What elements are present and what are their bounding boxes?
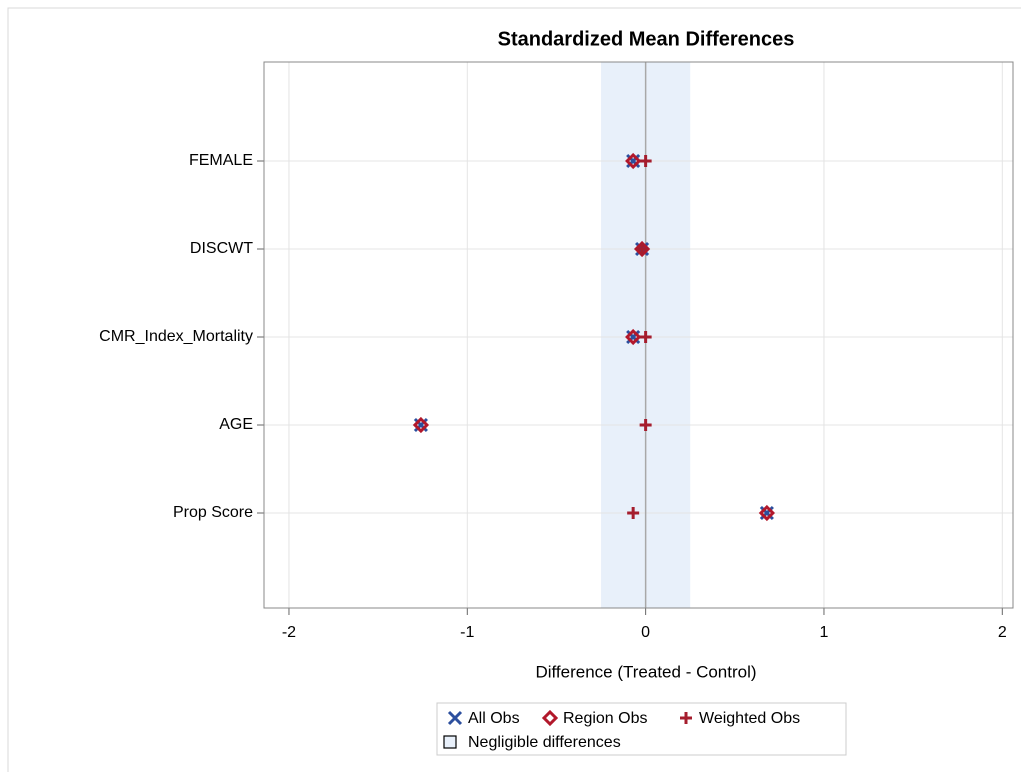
y-tick-label: FEMALE (189, 152, 253, 169)
marker-plus (639, 155, 652, 167)
marker-diamond (541, 709, 559, 727)
legend-box (436, 702, 847, 756)
marker-plus (627, 507, 640, 519)
marker-diamond (625, 328, 642, 346)
legend-label: Weighted Obs (699, 710, 800, 727)
chart-title: Standardized Mean Differences (498, 28, 795, 50)
legend-swatch (443, 735, 457, 749)
y-tick-label: CMR_Index_Mortality (99, 328, 253, 345)
marker-plus (636, 243, 649, 255)
x-tick-label: -1 (460, 624, 474, 641)
marker-plus (680, 712, 692, 724)
marker-plus (639, 419, 652, 431)
y-tick-label: AGE (219, 416, 253, 433)
plot-border (263, 61, 1014, 609)
marker-plus (639, 331, 652, 343)
legend-label: Negligible differences (468, 734, 621, 751)
marker-diamond (758, 504, 776, 522)
marker-diamond (625, 152, 642, 170)
y-tick-label: Prop Score (173, 504, 253, 521)
y-tick-label: DISCWT (190, 240, 253, 257)
marker-x (447, 710, 463, 726)
frame (7, 7, 1021, 772)
x-tick-label: 2 (998, 624, 1007, 641)
x-tick-label: -2 (282, 624, 296, 641)
x-axis-label: Difference (Treated - Control) (535, 662, 756, 681)
legend-label: Region Obs (563, 710, 648, 727)
x-tick-label: 0 (641, 624, 650, 641)
x-tick-label: 1 (820, 624, 829, 641)
marker-diamond (412, 416, 430, 434)
legend-label: All Obs (468, 710, 520, 727)
